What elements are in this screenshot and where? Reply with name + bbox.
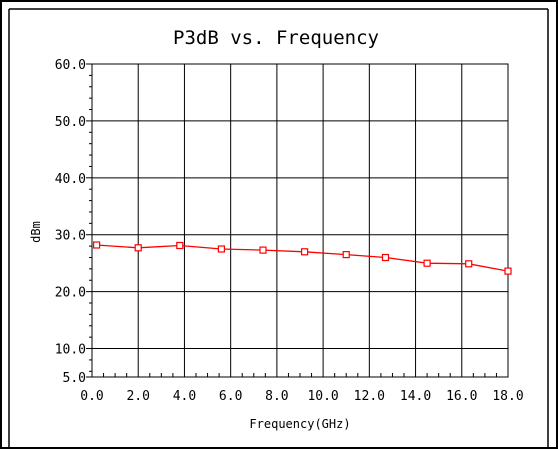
data-point-marker [217, 245, 225, 253]
x-tick-label: 16.0 [446, 389, 477, 404]
y-tick-label: 5.0 [63, 371, 86, 386]
y-tick-label: 30.0 [55, 229, 86, 244]
data-point-marker [176, 241, 184, 250]
x-tick-label: 8.0 [265, 389, 288, 404]
data-point-marker [423, 259, 431, 267]
chart-title: P3dB vs. Frequency [173, 27, 379, 49]
grid [91, 63, 509, 378]
y-tick-label: 60.0 [55, 58, 86, 73]
series-layer [92, 241, 512, 275]
x-tick-label: 18.0 [492, 389, 523, 404]
tick-labels: 0.0 2.0 4.0 6.0 8.0 10.0 12.0 14.0 16.0 18.0 5.0 10… [55, 58, 524, 404]
x-tick-label: 0.0 [80, 389, 103, 404]
data-point-marker [381, 253, 390, 262]
minor-ticks [86, 63, 497, 378]
x-tick-label: 4.0 [173, 389, 196, 404]
y-tick-label: 20.0 [55, 286, 86, 301]
x-axis-title: Frequency(GHz) [249, 417, 350, 431]
plot-frame [91, 63, 509, 378]
data-point-marker [92, 241, 101, 249]
data-point-marker [342, 251, 350, 259]
x-tick-label: 2.0 [126, 389, 149, 404]
x-tick-label: 12.0 [354, 389, 385, 404]
x-tick-label: 10.0 [307, 389, 338, 404]
x-tick-label: 14.0 [400, 389, 431, 404]
data-point-marker [134, 244, 142, 252]
data-point-marker [465, 260, 473, 268]
y-tick-label: 10.0 [55, 343, 86, 358]
y-tick-label: 50.0 [55, 115, 86, 130]
data-point-marker [301, 248, 309, 256]
data-point-marker [259, 246, 267, 254]
y-axis-title: dBm [29, 221, 43, 243]
x-tick-label: 6.0 [219, 389, 242, 404]
y-tick-label: 40.0 [55, 172, 86, 187]
data-point-marker [504, 267, 512, 275]
